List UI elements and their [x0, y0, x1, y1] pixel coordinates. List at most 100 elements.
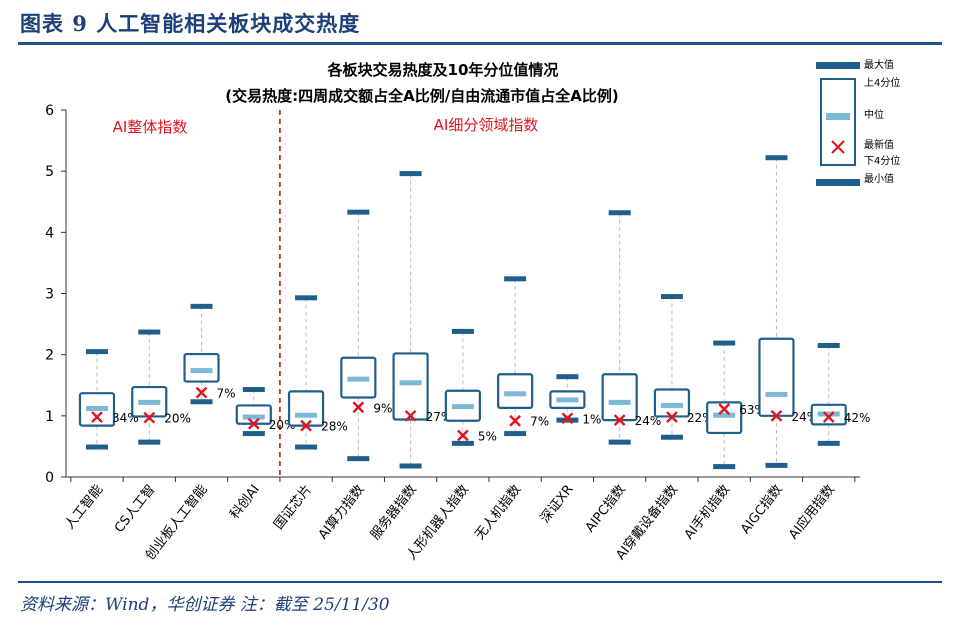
max-cap [765, 155, 788, 161]
min-cap [347, 456, 370, 462]
legend-label: 上4分位 [864, 76, 900, 89]
latest-marker-stroke [143, 411, 156, 424]
max-cap [242, 387, 265, 393]
max-cap [451, 328, 474, 334]
category-label: 深证XR [538, 482, 577, 526]
category-label: AI算力指数 [316, 482, 368, 542]
legend-max-swatch [816, 62, 860, 69]
latest-percentile-label: 42% [844, 411, 871, 425]
box-item: 7% 无人机指数 [472, 276, 549, 543]
latest-marker-stroke [666, 411, 678, 423]
latest-percentile-label: 1% [582, 412, 601, 426]
latest-percentile-label: 20% [164, 412, 191, 426]
median-bar [765, 391, 788, 397]
min-cap [765, 462, 788, 468]
footer-rule [18, 581, 942, 583]
box-item: 20%科创AI [227, 387, 295, 522]
y-tick-label: 4 [45, 225, 54, 241]
category-label: 服务器指数 [367, 482, 420, 543]
min-cap [504, 431, 527, 437]
legend-latest-swatch [831, 140, 845, 154]
legend-box-swatch [820, 78, 856, 166]
median-bar [86, 405, 108, 411]
box-item: 42% AI应用指数 [785, 342, 871, 542]
category-label: AIGC指数 [738, 482, 785, 537]
latest-marker [91, 411, 103, 423]
y-tick-label: 1 [45, 409, 54, 425]
section-label: AI细分领域指数 [434, 116, 539, 134]
legend-label: 中位 [864, 108, 884, 121]
legend-median-swatch [826, 113, 850, 120]
box-item: 24% AIPC指数 [583, 210, 662, 535]
latest-marker-stroke [91, 411, 103, 423]
latest-marker-stroke [300, 419, 312, 432]
latest-marker [770, 409, 783, 422]
min-cap [399, 463, 422, 469]
box-item: 7%创业板人工智能 [143, 303, 236, 563]
latest-percentile-label: 7% [530, 415, 549, 429]
max-cap [504, 276, 527, 282]
legend-min-swatch [816, 179, 860, 186]
chart-title: 各板块交易热度及10年分位值情况 [327, 61, 559, 79]
median-bar [295, 412, 318, 418]
box-series: 34%人工智能20%CS人工智7%创业板人工智能20%科创AI28%国证芯片9%… [62, 155, 870, 563]
category-label: AI手机指数 [682, 482, 734, 542]
latest-marker [509, 414, 521, 427]
y-tick-label: 0 [45, 470, 54, 486]
box-item: 9% AI算力指数 [316, 209, 392, 542]
legend-label: 最新值 [864, 138, 894, 151]
latest-marker-stroke [561, 412, 574, 425]
legend-label: 下4分位 [864, 154, 900, 167]
chart-subtitle: (交易热度:四周成交额占全A比例/自由流通市值占全A比例) [225, 87, 618, 105]
latest-marker-stroke [195, 386, 208, 399]
latest-marker-stroke [404, 409, 417, 422]
max-cap [86, 349, 108, 355]
box-item: 28% 国证芯片 [271, 295, 348, 532]
max-cap [399, 171, 422, 177]
latest-percentile-label: 9% [373, 401, 392, 415]
category-label: 无人机指数 [472, 482, 524, 542]
latest-marker [352, 401, 365, 414]
category-label: 人工智能 [62, 482, 106, 532]
y-tick-label: 5 [45, 164, 54, 180]
max-cap [817, 342, 840, 348]
iqr-box [287, 390, 325, 427]
max-cap [347, 209, 370, 215]
latest-percentile-label: 24% [635, 414, 662, 428]
latest-percentile-label: 28% [321, 420, 348, 434]
min-cap [295, 444, 318, 450]
legend-label: 最小值 [864, 172, 894, 185]
category-label: CS人工智 [112, 482, 159, 536]
median-bar [190, 368, 213, 374]
median-bar [817, 411, 840, 417]
median-bar [713, 412, 736, 418]
max-cap [138, 329, 161, 335]
y-tick-label: 6 [45, 103, 54, 119]
latest-marker-stroke [822, 411, 835, 423]
section-label: AI整体指数 [113, 118, 188, 136]
latest-marker [195, 386, 208, 399]
max-cap [713, 340, 736, 346]
category-label: AIPC指数 [583, 482, 629, 535]
category-label: 国证芯片 [271, 482, 315, 532]
legend-label: 最大值 [864, 58, 894, 71]
iqr-box [497, 373, 534, 409]
figure-header: 图表 9 人工智能相关板块成交热度 [0, 0, 960, 46]
y-tick-label: 2 [45, 348, 54, 364]
min-cap [556, 417, 579, 423]
median-bar [556, 397, 579, 403]
min-cap [451, 440, 474, 446]
latest-percentile-label: 5% [478, 429, 497, 443]
median-bar [451, 404, 474, 410]
iqr-box [183, 352, 220, 383]
latest-percentile-label: 7% [217, 387, 236, 401]
median-bar [504, 391, 527, 397]
latest-marker-stroke [613, 414, 626, 426]
y-tick-label: 3 [45, 287, 54, 303]
min-cap [190, 399, 213, 405]
latest-marker [404, 409, 417, 422]
latest-marker [561, 412, 574, 425]
box-item: 34%人工智能 [62, 349, 139, 532]
min-cap [817, 440, 840, 446]
